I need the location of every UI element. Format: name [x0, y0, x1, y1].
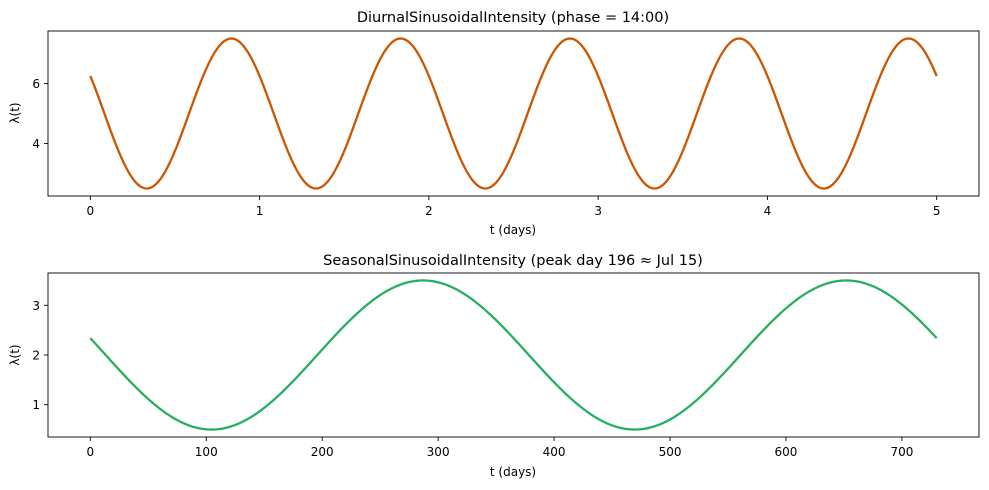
- seasonal-x-tick-label: 200: [311, 445, 334, 459]
- seasonal-y-ticks: 1 2 3: [32, 299, 48, 412]
- diurnal-x-tick-label: 1: [256, 204, 264, 218]
- diurnal-series-line: [89, 37, 938, 190]
- seasonal-x-tick-label: 0: [86, 445, 94, 459]
- diurnal-axes-frame: [47, 30, 980, 197]
- seasonal-x-tick-label: 600: [775, 445, 798, 459]
- seasonal-axes-frame: [47, 272, 980, 438]
- seasonal-series-line: [89, 279, 938, 431]
- seasonal-chart-title: SeasonalSinusoidalIntensity (peak day 19…: [323, 253, 703, 269]
- seasonal-y-tick-label: 2: [32, 349, 40, 363]
- seasonal-y-axis-label: λ(t): [8, 344, 22, 365]
- seasonal-x-axis-label: t (days): [490, 465, 536, 479]
- diurnal-x-tick-label: 4: [764, 204, 772, 218]
- diurnal-x-ticks: 0 1 2 3 4 5: [86, 196, 941, 218]
- diurnal-chart-title: DiurnalSinusoidalIntensity (phase = 14:0…: [357, 10, 669, 26]
- seasonal-x-ticks: 0 100 200 300 400 500 600 700: [86, 437, 913, 459]
- diurnal-x-tick-label: 3: [594, 204, 602, 218]
- seasonal-x-tick-label: 400: [543, 445, 566, 459]
- seasonal-x-tick-label: 300: [427, 445, 450, 459]
- seasonal-x-tick-label: 700: [890, 445, 913, 459]
- seasonal-y-tick-label: 1: [32, 398, 40, 412]
- diurnal-x-tick-label: 0: [86, 204, 94, 218]
- seasonal-y-tick-label: 3: [32, 299, 40, 313]
- seasonal-subplot: 0 100 200 300 400 500 600 700 1 2 3 SeasonalSinus…: [8, 253, 980, 479]
- diurnal-y-tick-label: 6: [32, 77, 40, 91]
- diurnal-y-tick-label: 4: [32, 137, 40, 151]
- seasonal-x-tick-label: 100: [195, 445, 218, 459]
- diurnal-x-axis-label: t (days): [490, 223, 536, 237]
- diurnal-y-axis-label: λ(t): [8, 102, 22, 123]
- seasonal-x-tick-label: 500: [659, 445, 682, 459]
- diurnal-x-tick-label: 2: [425, 204, 433, 218]
- diurnal-y-ticks: 46: [32, 77, 48, 151]
- diurnal-x-tick-label: 5: [933, 204, 941, 218]
